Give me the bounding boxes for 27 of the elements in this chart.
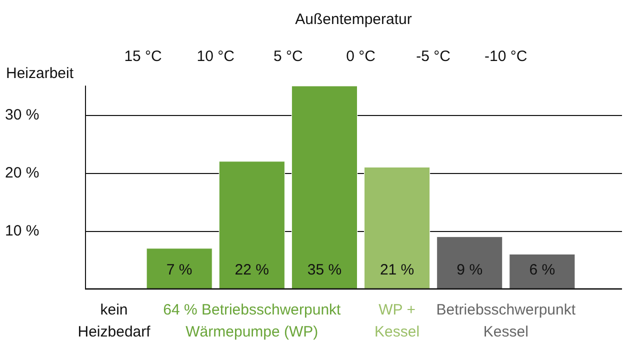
bar (146, 248, 212, 290)
data-label: 21 % (380, 261, 414, 278)
x-tick-label: -10 °C (484, 48, 528, 65)
bar (291, 86, 358, 290)
bar (218, 161, 285, 290)
x-tick-label: 5 °C (274, 48, 304, 65)
y-tick-label: 10 % (5, 222, 40, 240)
text: WP + Kessel (374, 302, 420, 340)
data-label: 6 % (529, 261, 556, 278)
bar (364, 166, 430, 290)
data-label: 22 % (234, 261, 270, 278)
y-tick-label: 30 % (5, 106, 40, 124)
x-tick-label: 0 °C (346, 48, 376, 65)
x-tick-label: -5 °C (416, 48, 451, 65)
text: Betriebsschwerpunkt Kessel (436, 302, 576, 340)
data-label: 7 % (166, 261, 192, 278)
x-axis-title: Außentemperatur (295, 11, 412, 28)
y-tick-label: 20 % (5, 164, 40, 182)
data-label: 9 % (456, 261, 483, 278)
data-label: 35 % (307, 261, 342, 278)
bar (436, 236, 503, 290)
x-tick-label: 10 °C (196, 48, 235, 65)
bar (509, 254, 576, 290)
x-tick-label: 15 °C (124, 48, 162, 65)
text: kein Heizbedarf (78, 302, 152, 340)
y-axis-title: Heizarbeit (6, 65, 74, 82)
text: 64 % Betriebsschwerpunkt Wärmepumpe (WP) (163, 302, 342, 340)
